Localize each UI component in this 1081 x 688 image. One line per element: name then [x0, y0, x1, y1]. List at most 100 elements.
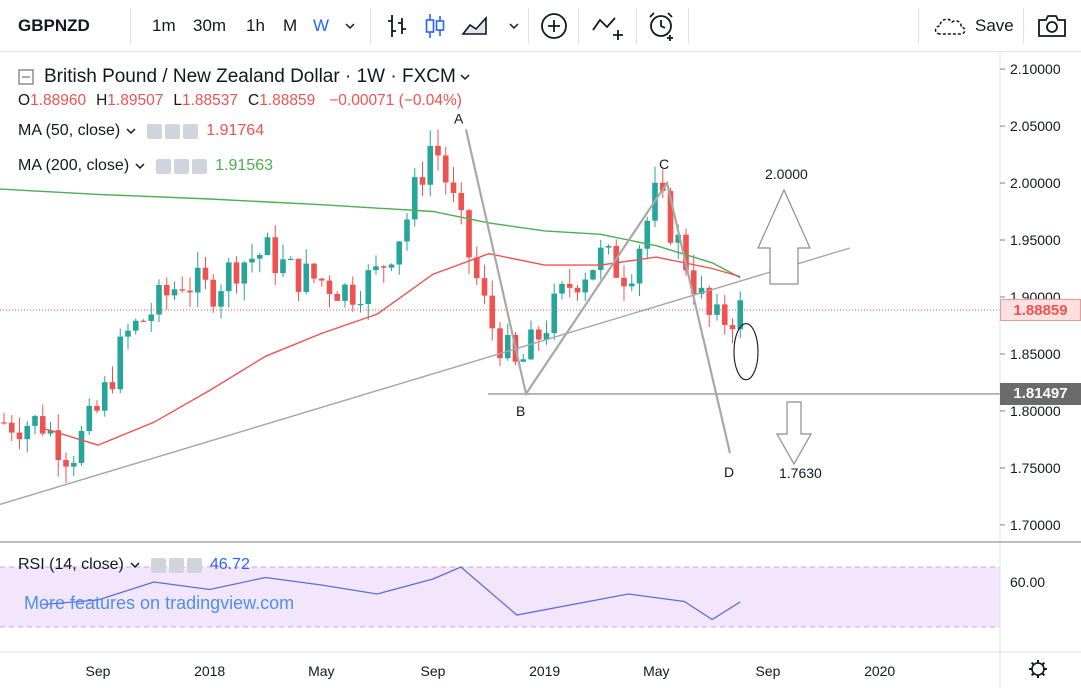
candle-body — [721, 304, 728, 326]
ma200-legend[interactable]: MA (200, close) 1.91563 — [18, 157, 273, 175]
ma50-line — [41, 252, 741, 446]
settings-gear-icon[interactable] — [168, 557, 184, 573]
save-label: Save — [975, 16, 1014, 35]
chevron-down-icon[interactable] — [134, 160, 146, 172]
candle-body — [264, 237, 271, 255]
top-toolbar: GBPNZD 1m 30m 1h M W Save — [0, 0, 1081, 52]
candle-body — [729, 325, 736, 330]
save-button[interactable]: Save — [932, 0, 1014, 52]
price-tick-label: 1.75000 — [1010, 460, 1061, 476]
chart-area[interactable]: A B C D 2.0000 1.7630 2.10000 2.05000 2.00000 1.… — [0, 52, 1081, 688]
alarm-clock-icon — [649, 12, 673, 41]
toolbar-divider — [578, 8, 579, 44]
settings-gear-icon[interactable] — [165, 123, 181, 139]
rsi-label: RSI (14, close) — [18, 556, 124, 573]
snapshot-button[interactable] — [1036, 0, 1068, 52]
current-price-tag: 1.88859 — [1000, 299, 1081, 321]
alert-button[interactable] — [646, 0, 678, 52]
interval-month-button[interactable]: M — [283, 16, 298, 35]
candles-style-button[interactable] — [423, 0, 447, 52]
candle-body — [636, 248, 643, 284]
visibility-eye-icon[interactable] — [150, 557, 166, 573]
area-chart-icon — [461, 15, 487, 35]
chevron-down-icon[interactable] — [459, 71, 471, 83]
candle-body — [520, 359, 527, 362]
candle-body — [458, 192, 465, 211]
bar-style-button[interactable] — [385, 0, 409, 52]
candle-body — [225, 262, 232, 292]
candle-body — [171, 289, 178, 296]
price-tick-label: 2.00000 — [1010, 175, 1061, 191]
candle-body — [280, 259, 286, 274]
candle-body — [628, 283, 635, 287]
ma50-legend[interactable]: MA (50, close) 1.91764 — [18, 122, 264, 140]
candle-body — [566, 284, 573, 288]
gear-tooth — [1030, 661, 1035, 666]
remove-x-icon[interactable] — [192, 158, 208, 174]
candle-body — [218, 291, 224, 307]
interval-week-button[interactable]: W — [313, 16, 330, 35]
symbol-title: British Pound / New Zealand Dollar · 1W … — [44, 66, 456, 87]
symbol-search-button[interactable]: GBPNZD — [18, 16, 90, 35]
candle-body — [78, 431, 85, 463]
candle-body — [233, 262, 240, 284]
visibility-eye-icon[interactable] — [156, 158, 172, 174]
candle-body — [489, 295, 496, 329]
indicators-button[interactable] — [540, 0, 568, 52]
low-label: L — [173, 92, 182, 109]
intervals-dropdown[interactable] — [344, 0, 356, 52]
settings-gear-icon[interactable] — [174, 158, 190, 174]
candle-body — [357, 304, 364, 306]
interval-30m-button[interactable]: 30m — [193, 16, 227, 35]
ohlc-values: O 1.88960 H 1.89507 L 1.88537 C 1.88859 −0.0… — [18, 92, 462, 110]
candle-body — [388, 264, 395, 268]
close-label: C — [247, 92, 260, 109]
series-legend: British Pound / New Zealand Dollar · 1W … — [18, 66, 471, 88]
interval-1m-button[interactable]: 1m — [152, 16, 176, 35]
candle-body — [543, 333, 550, 340]
tradingview-watermark[interactable]: More features on tradingview.com — [24, 593, 295, 613]
bars-icon — [388, 15, 406, 37]
chevron-down-icon[interactable] — [129, 559, 141, 571]
candle-body — [272, 237, 279, 274]
price-tick-label: 2.10000 — [1010, 61, 1061, 77]
chevron-down-icon — [345, 23, 355, 30]
remove-x-icon[interactable] — [186, 557, 202, 573]
candle-body — [737, 300, 744, 330]
area-style-button[interactable] — [461, 0, 489, 52]
compare-button[interactable] — [591, 0, 625, 52]
toolbar-divider — [918, 8, 919, 44]
low-value: 1.88537 — [181, 92, 238, 109]
close-value: 1.88859 — [259, 92, 316, 109]
gear-ring — [1031, 662, 1045, 676]
candle-body — [256, 254, 263, 259]
settings-gear-icon[interactable] — [1029, 660, 1047, 678]
point-d-label: D — [724, 464, 734, 480]
time-tick-label: Sep — [421, 663, 446, 679]
candle-body — [675, 234, 682, 243]
candle-body — [706, 287, 713, 315]
interval-1h-button[interactable]: 1h — [246, 16, 265, 35]
chart-type-dropdown[interactable] — [508, 0, 520, 52]
candles-icon — [425, 14, 445, 38]
rsi-line — [42, 566, 741, 621]
camera-icon — [1038, 15, 1066, 37]
support-level-tag: 1.81497 — [1000, 382, 1081, 405]
up-target-arrow — [757, 188, 811, 285]
toolbar-divider — [636, 8, 637, 44]
candle-body — [148, 314, 155, 321]
candle-body — [140, 320, 147, 322]
visibility-eye-icon[interactable] — [147, 123, 163, 139]
plus-circle-icon — [541, 13, 567, 39]
remove-x-icon[interactable] — [183, 123, 199, 139]
time-tick-label: May — [643, 663, 669, 679]
candle-body — [419, 177, 426, 185]
rsi-legend[interactable]: RSI (14, close) 46.72 — [18, 556, 250, 574]
price-tick-label: 1.85000 — [1010, 346, 1061, 362]
collapse-square-icon[interactable] — [18, 69, 34, 85]
candle-body — [194, 267, 201, 293]
candle-body — [179, 289, 186, 291]
chevron-down-icon[interactable] — [125, 125, 137, 137]
price-chart[interactable]: A B C D 2.0000 1.7630 2.10000 2.05000 2.00000 1.… — [0, 52, 1081, 688]
candle-body — [94, 405, 100, 411]
